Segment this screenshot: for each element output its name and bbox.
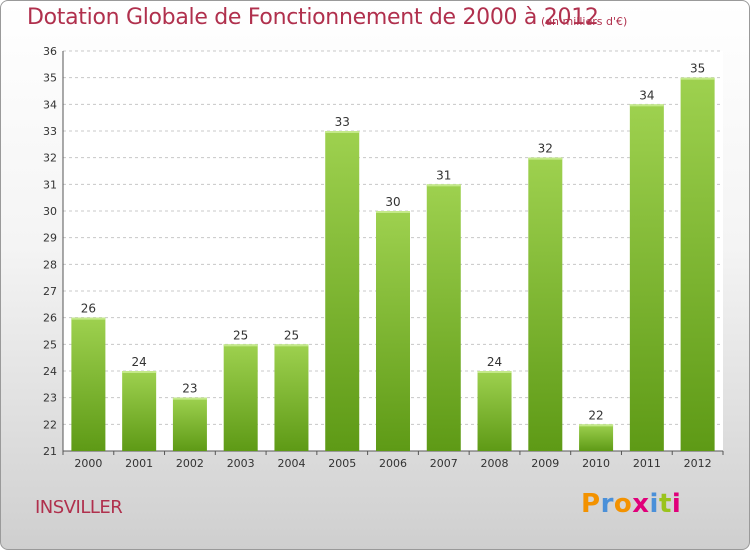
bar xyxy=(71,317,106,451)
bar-value-label: 31 xyxy=(436,168,451,182)
bar-value-label: 30 xyxy=(385,195,400,209)
bar-value-label: 24 xyxy=(132,355,147,369)
bar-highlight xyxy=(223,344,258,347)
y-tick-label: 24 xyxy=(43,365,57,378)
bar-highlight xyxy=(477,371,512,373)
bar xyxy=(122,371,157,451)
bar-highlight xyxy=(629,104,664,107)
bar xyxy=(629,104,664,451)
y-tick-label: 36 xyxy=(43,45,57,58)
bar xyxy=(477,371,512,451)
x-tick-label: 2007 xyxy=(430,457,458,470)
bar-highlight xyxy=(680,77,715,80)
bar-highlight xyxy=(122,371,157,373)
bar xyxy=(172,397,207,451)
x-tick-label: 2008 xyxy=(481,457,509,470)
x-tick-label: 2005 xyxy=(328,457,356,470)
x-tick-label: 2004 xyxy=(277,457,305,470)
x-tick-label: 2011 xyxy=(633,457,661,470)
y-tick-label: 23 xyxy=(43,392,57,405)
y-tick-label: 25 xyxy=(43,338,57,351)
bar xyxy=(376,211,410,451)
bar-value-label: 26 xyxy=(81,302,96,316)
bar-value-label: 25 xyxy=(233,328,248,342)
x-tick-label: 2010 xyxy=(582,457,610,470)
bar-value-label: 25 xyxy=(284,328,299,342)
bar xyxy=(680,77,715,452)
bar-value-label: 33 xyxy=(335,115,350,129)
bar xyxy=(528,157,563,451)
y-tick-label: 31 xyxy=(43,178,57,191)
bar-highlight xyxy=(426,184,461,187)
y-tick-label: 29 xyxy=(43,232,57,245)
bar-value-label: 32 xyxy=(538,142,553,156)
bar-highlight xyxy=(376,211,410,213)
bar xyxy=(223,344,258,451)
y-tick-label: 35 xyxy=(43,72,57,85)
y-tick-label: 22 xyxy=(43,418,57,431)
bar-highlight xyxy=(71,317,106,320)
x-tick-label: 2012 xyxy=(684,457,712,470)
y-tick-label: 30 xyxy=(43,205,57,218)
bar-highlight xyxy=(274,344,309,347)
x-tick-label: 2006 xyxy=(379,457,407,470)
commune-name: INSVILLER xyxy=(35,497,123,518)
y-tick-label: 27 xyxy=(43,285,57,298)
bar-value-label: 35 xyxy=(690,62,705,76)
y-tick-label: 33 xyxy=(43,125,57,138)
bar xyxy=(579,424,614,451)
bar-highlight xyxy=(325,131,360,133)
bar-highlight xyxy=(528,157,563,160)
y-tick-label: 32 xyxy=(43,152,57,165)
bar-highlight xyxy=(579,424,614,427)
x-tick-label: 2009 xyxy=(531,457,559,470)
bar-highlight xyxy=(172,397,207,400)
y-tick-label: 28 xyxy=(43,258,57,271)
y-tick-label: 34 xyxy=(43,98,57,111)
bar-value-label: 34 xyxy=(639,88,654,102)
x-tick-label: 2001 xyxy=(125,457,153,470)
x-tick-label: 2003 xyxy=(227,457,255,470)
bar-value-label: 22 xyxy=(588,408,603,422)
bar xyxy=(274,344,309,451)
bar xyxy=(426,184,461,452)
x-tick-label: 2002 xyxy=(176,457,204,470)
bar xyxy=(325,131,360,451)
proxiti-logo: Proxiti xyxy=(581,489,682,519)
chart-title: Dotation Globale de Fonctionnement de 20… xyxy=(27,5,599,30)
y-tick-label: 26 xyxy=(43,312,57,325)
y-tick-label: 21 xyxy=(43,445,57,458)
bar-value-label: 24 xyxy=(487,355,502,369)
chart-unit: (en milliers d'€) xyxy=(541,15,628,28)
bar-value-label: 23 xyxy=(182,382,197,396)
x-tick-label: 2000 xyxy=(74,457,102,470)
